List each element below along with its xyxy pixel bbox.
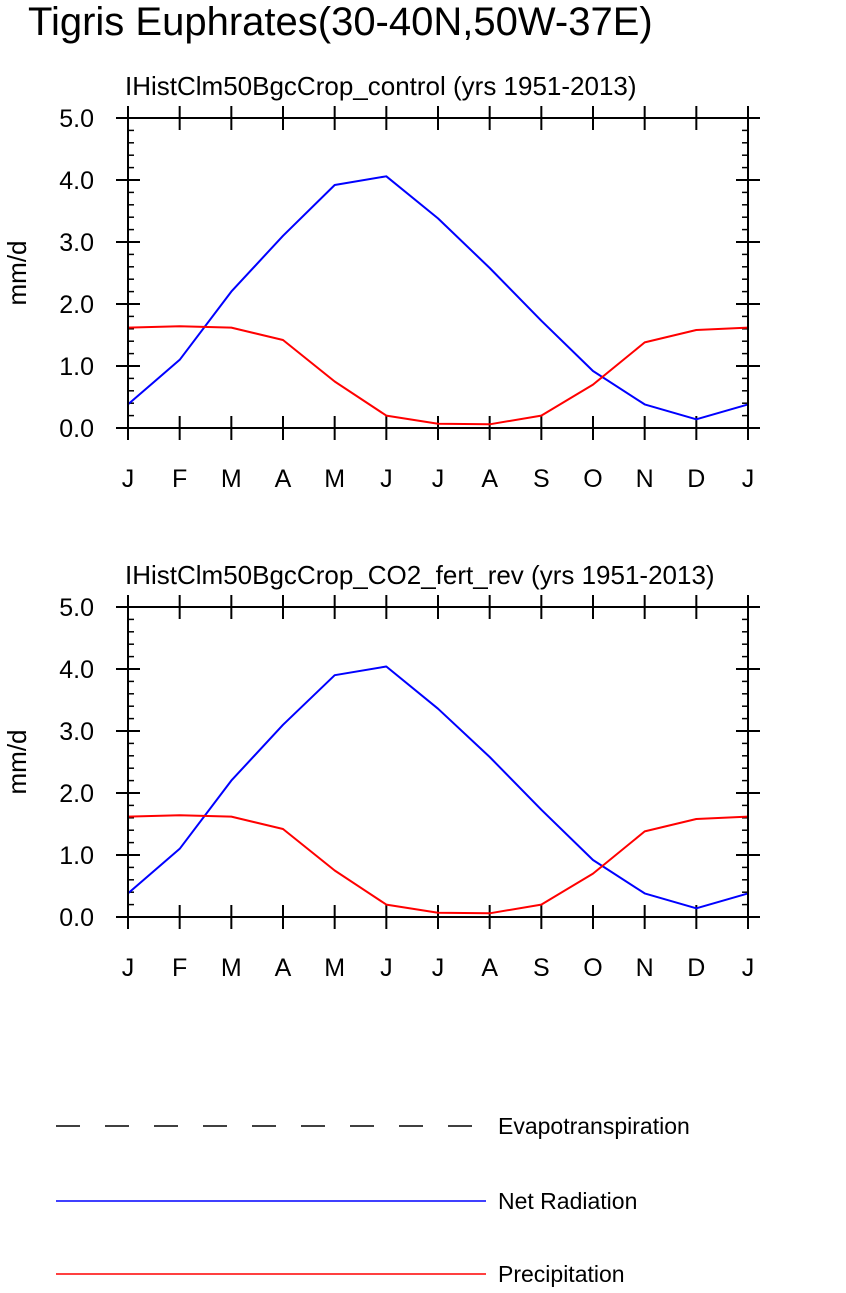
y-tick-label: 3.0 [59, 718, 94, 746]
y-axis-label: mm/d [2, 241, 32, 306]
legend: Evapotranspiration Net Radiation Precipita… [56, 1113, 690, 1287]
y-tick-label: 4.0 [59, 656, 94, 684]
y-tick-label: 3.0 [59, 229, 94, 257]
y-tick-label: 5.0 [59, 594, 94, 622]
series-line-precipitation [127, 325, 749, 426]
panels: IHistClm50BgcCrop_control (yrs 1951-2013… [2, 71, 760, 982]
x-tick-label: J [742, 465, 755, 493]
legend-label: Precipitation [498, 1261, 625, 1287]
chart-panel-1: IHistClm50BgcCrop_control (yrs 1951-2013… [2, 71, 760, 493]
x-tick-label: M [221, 954, 242, 982]
x-tick-label: S [533, 954, 550, 982]
x-tick-label: J [122, 465, 135, 493]
x-tick-label: N [636, 954, 654, 982]
y-tick-label: 4.0 [59, 167, 94, 195]
series-line-precipitation [127, 814, 749, 915]
chart-panel-2: IHistClm50BgcCrop_CO2_fert_rev (yrs 1951… [2, 560, 760, 982]
plot-frame [127, 606, 749, 918]
main-title: Tigris Euphrates(30-40N,50W-37E) [28, 0, 653, 44]
x-tick-label: F [172, 465, 187, 493]
x-tick-label: M [324, 954, 345, 982]
y-tick-label: 1.0 [59, 353, 94, 381]
y-tick-label: 0.0 [59, 904, 94, 932]
x-tick-label: O [583, 954, 602, 982]
x-tick-label: A [481, 954, 498, 982]
x-tick-label: A [275, 954, 292, 982]
panel-title: IHistClm50BgcCrop_CO2_fert_rev (yrs 1951… [125, 560, 715, 590]
x-tick-label: F [172, 954, 187, 982]
y-tick-label: 5.0 [59, 105, 94, 133]
x-tick-label: J [122, 954, 135, 982]
legend-label: Net Radiation [498, 1188, 637, 1214]
y-tick-label: 0.0 [59, 415, 94, 443]
x-tick-label: J [432, 465, 445, 493]
legend-label: Evapotranspiration [498, 1113, 690, 1139]
y-tick-label: 1.0 [59, 842, 94, 870]
x-tick-label: O [583, 465, 602, 493]
x-tick-label: J [380, 465, 393, 493]
x-tick-label: M [324, 465, 345, 493]
series-line-net-radiation [127, 175, 749, 421]
x-tick-label: N [636, 465, 654, 493]
x-tick-label: J [432, 954, 445, 982]
x-tick-label: A [275, 465, 292, 493]
x-tick-label: A [481, 465, 498, 493]
x-tick-label: S [533, 465, 550, 493]
x-tick-label: J [380, 954, 393, 982]
plot-frame [127, 117, 749, 429]
y-tick-label: 2.0 [59, 291, 94, 319]
y-tick-label: 2.0 [59, 780, 94, 808]
x-tick-label: J [742, 954, 755, 982]
x-tick-label: D [687, 954, 705, 982]
y-axis-label: mm/d [2, 730, 32, 795]
panel-title: IHistClm50BgcCrop_control (yrs 1951-2013… [125, 71, 637, 101]
x-tick-label: D [687, 465, 705, 493]
x-tick-label: M [221, 465, 242, 493]
series-line-net-radiation [127, 665, 749, 910]
